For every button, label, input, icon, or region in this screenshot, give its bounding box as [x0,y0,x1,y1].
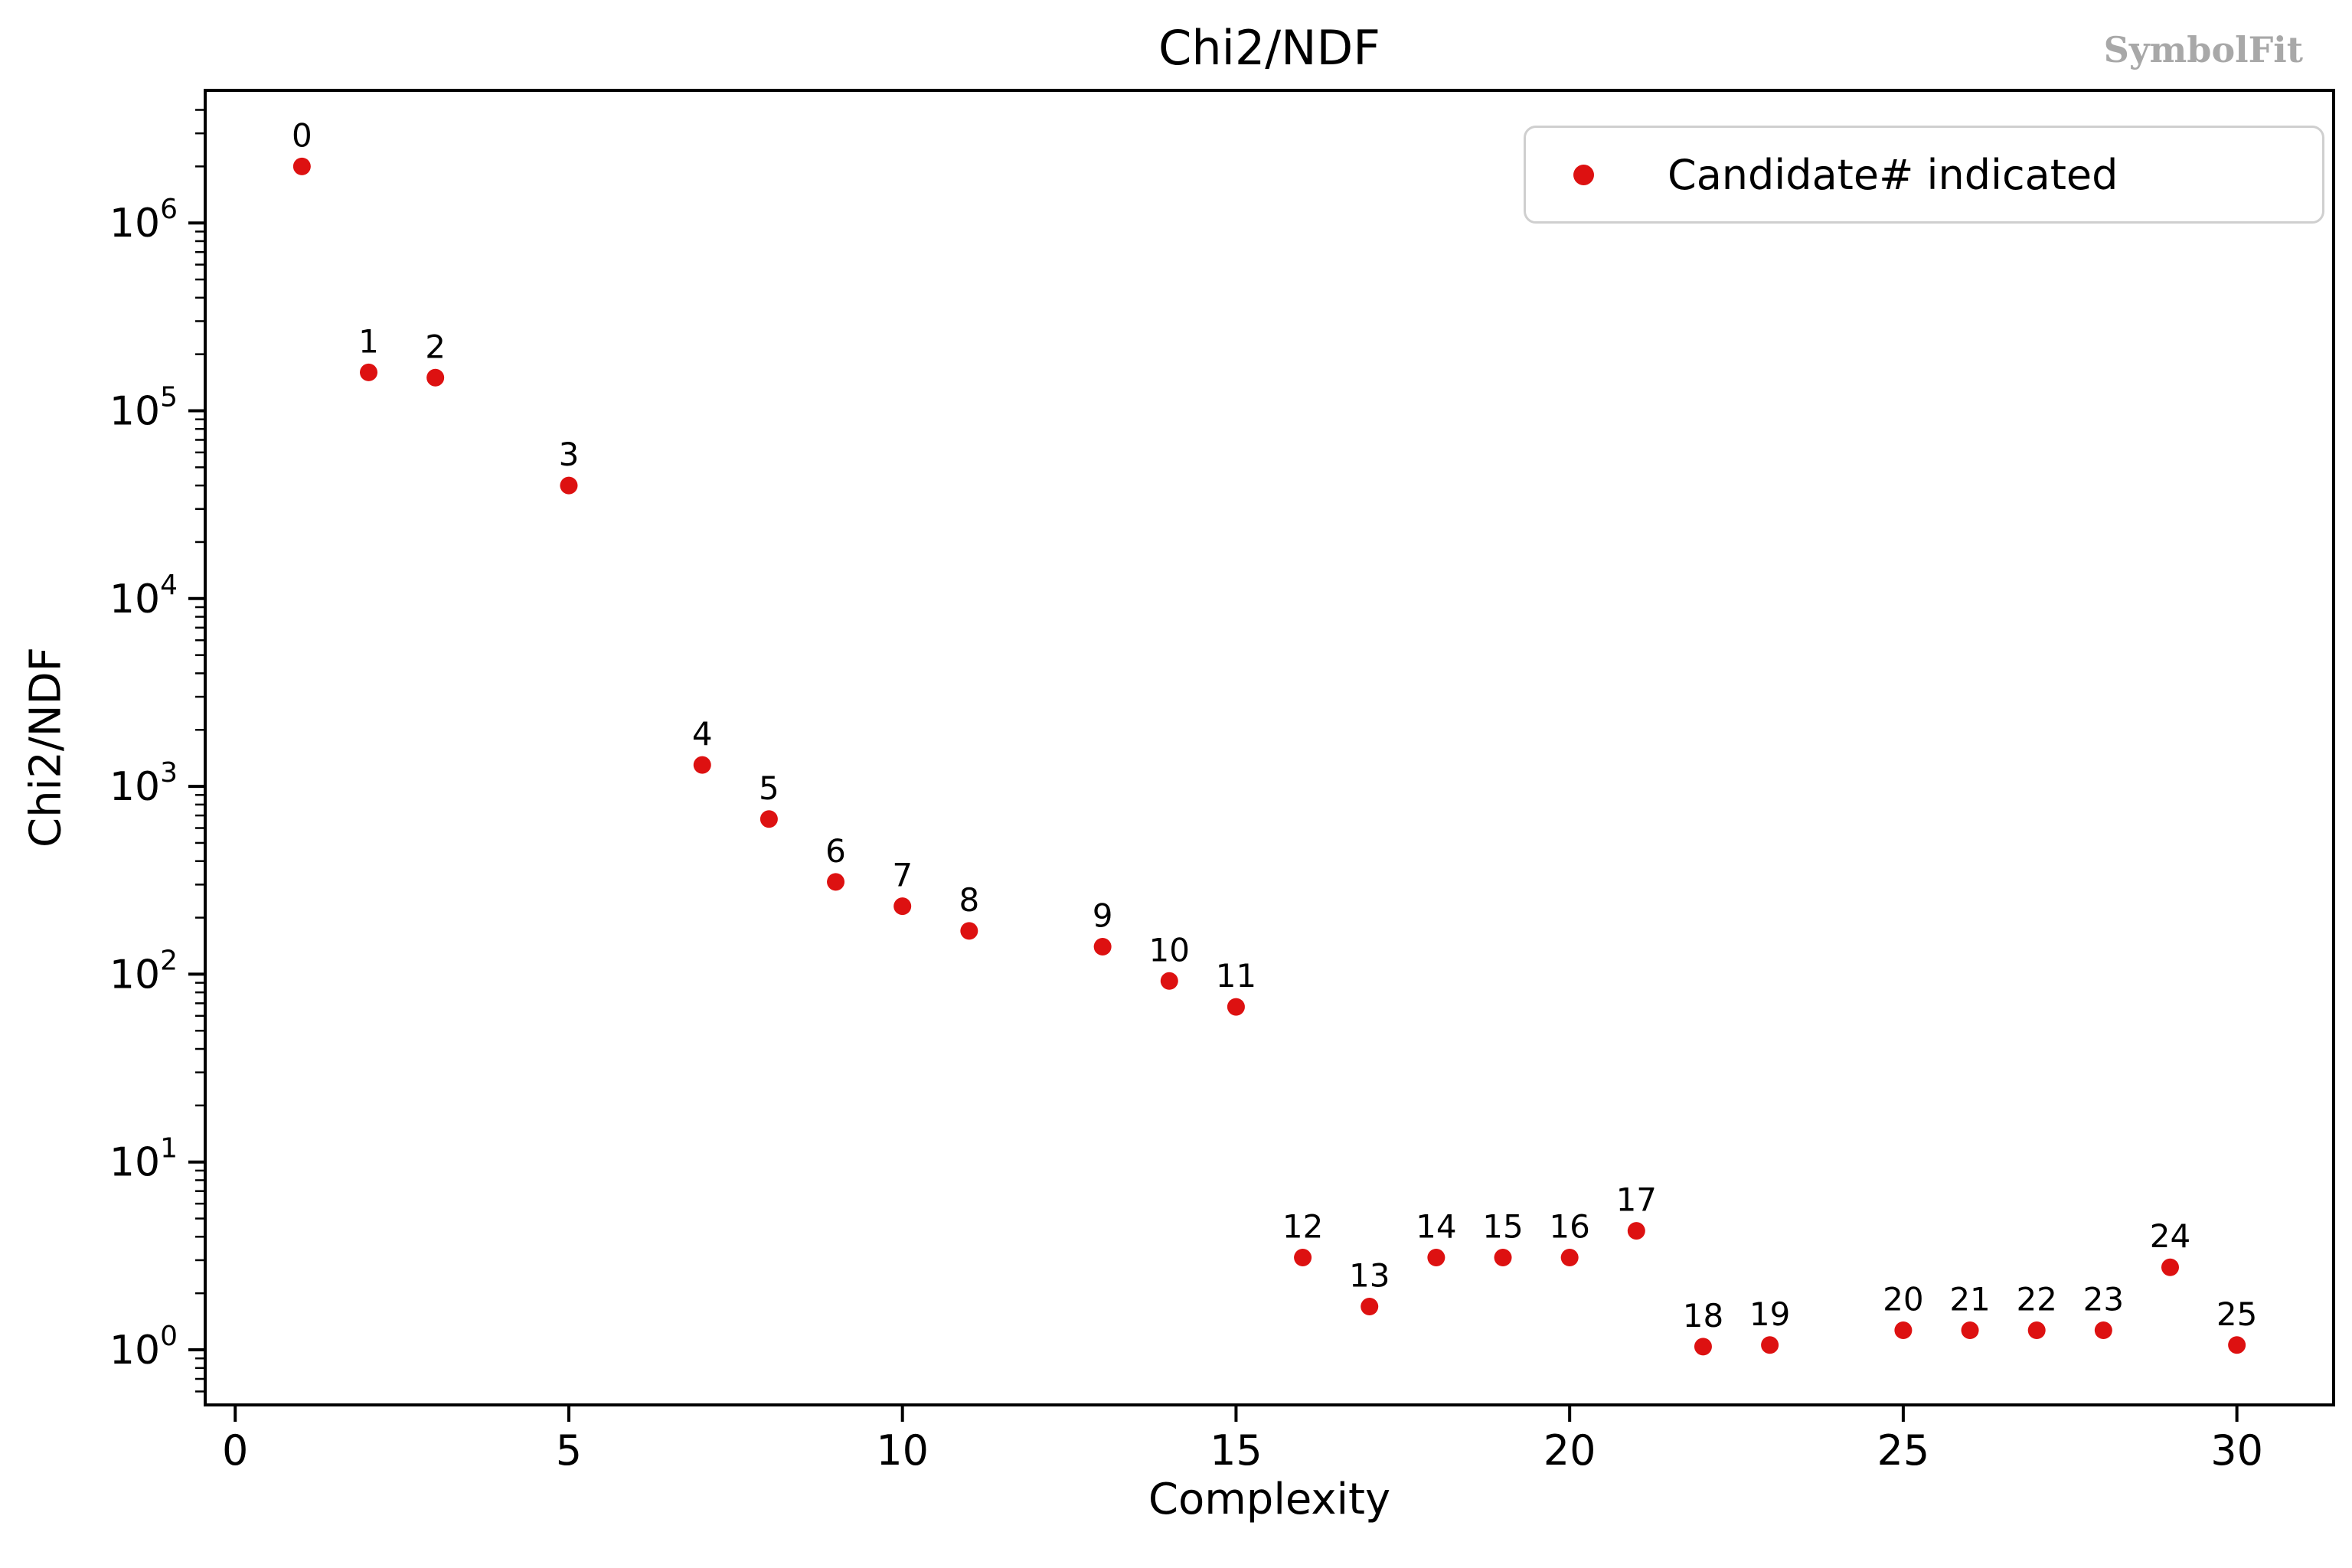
y-axis-label: Chi2/NDF [21,647,71,848]
x-tick-label: 30 [2210,1426,2263,1475]
data-point [1227,998,1245,1016]
point-candidate-label: 11 [1216,957,1256,995]
data-point [1761,1336,1779,1354]
point-candidate-label: 9 [1093,897,1113,935]
point-candidate-label: 24 [2150,1217,2190,1255]
y-tick-label: 106 [109,194,178,247]
x-axis-label: Complexity [1148,1475,1391,1524]
x-tick-label: 25 [1877,1426,1930,1475]
data-point [2094,1321,2112,1340]
data-point [360,363,378,381]
point-candidate-label: 15 [1482,1207,1523,1245]
x-tick-label: 10 [876,1426,929,1475]
axes-frame [204,89,2335,1406]
point-candidate-label: 21 [1949,1281,1990,1318]
data-point [1627,1222,1645,1240]
data-point [960,922,978,940]
data-point [1494,1248,1512,1266]
x-tick-label: 20 [1544,1426,1596,1475]
y-tick-label: 101 [109,1133,178,1186]
data-point [693,756,711,774]
data-point [292,157,311,175]
symbolfit-watermark: SymbolFit [2103,29,2303,70]
legend-red-dot-icon [1573,164,1594,185]
data-point [2027,1321,2046,1340]
chart-title: Chi2/NDF [1158,20,1380,76]
point-candidate-label: 4 [692,715,713,753]
point-candidate-label: 7 [892,857,913,894]
point-candidate-label: 1 [358,322,379,360]
data-point [1427,1248,1446,1266]
x-axis-ticks: 0 5 10 15 20 25 30 [222,1406,2263,1475]
data-point [827,873,845,891]
point-candidate-label: 3 [559,436,580,473]
point-candidate-label: 8 [959,881,979,919]
point-candidate-label: 10 [1149,931,1190,969]
y-tick-label: 103 [109,757,178,810]
point-candidate-label: 16 [1549,1207,1589,1245]
data-point [1894,1321,1913,1340]
data-point [1361,1297,1379,1315]
data-point [893,897,912,916]
point-candidate-label: 12 [1282,1207,1323,1245]
x-tick-label: 5 [556,1426,582,1475]
point-candidate-label: 23 [2083,1281,2124,1318]
legend-label: Candidate# indicated [1668,150,2118,199]
data-point [2228,1336,2246,1354]
point-candidate-label: 2 [425,328,446,365]
y-tick-label: 102 [109,945,178,998]
point-candidate-label: 13 [1349,1256,1390,1294]
point-candidate-label: 22 [2016,1281,2056,1318]
y-tick-label: 105 [109,382,178,435]
data-point [560,476,578,495]
data-point [760,810,778,828]
y-axis-ticks: 100 101 102 103 104 105 106 [109,109,204,1393]
point-candidate-label: 18 [1683,1297,1723,1334]
data-point [2161,1258,2179,1276]
legend: Candidate# indicated [1524,126,2324,224]
point-candidate-label: 0 [292,116,312,154]
point-candidate-label: 17 [1616,1181,1657,1219]
data-point [1694,1338,1712,1356]
point-candidate-label: 20 [1883,1281,1923,1318]
data-point [1160,972,1178,990]
data-point [1961,1321,1979,1340]
data-point [1294,1248,1312,1266]
y-tick-label: 100 [109,1321,178,1374]
x-tick-label: 15 [1210,1426,1263,1475]
x-tick-label: 0 [222,1426,248,1475]
point-candidate-label: 19 [1749,1295,1790,1333]
point-candidate-label: 14 [1416,1207,1456,1245]
point-candidate-label: 25 [2216,1295,2257,1333]
data-point [1093,938,1112,956]
point-candidate-label: 6 [825,832,846,870]
data-point [1560,1248,1579,1266]
data-point [426,368,445,387]
point-candidate-label: 5 [759,769,779,807]
y-tick-label: 104 [109,570,178,622]
